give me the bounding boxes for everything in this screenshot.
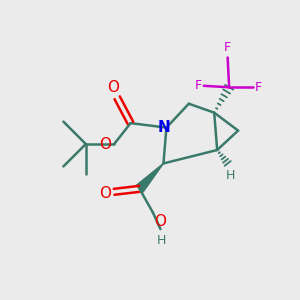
- Polygon shape: [136, 164, 164, 192]
- Text: O: O: [154, 214, 166, 229]
- Text: O: O: [99, 186, 111, 201]
- Text: O: O: [108, 80, 120, 95]
- Text: F: F: [254, 81, 262, 94]
- Text: F: F: [195, 79, 202, 92]
- Text: N: N: [158, 120, 170, 135]
- Text: H: H: [225, 169, 235, 182]
- Text: H: H: [157, 234, 166, 247]
- Text: O: O: [99, 136, 111, 152]
- Text: F: F: [224, 41, 231, 54]
